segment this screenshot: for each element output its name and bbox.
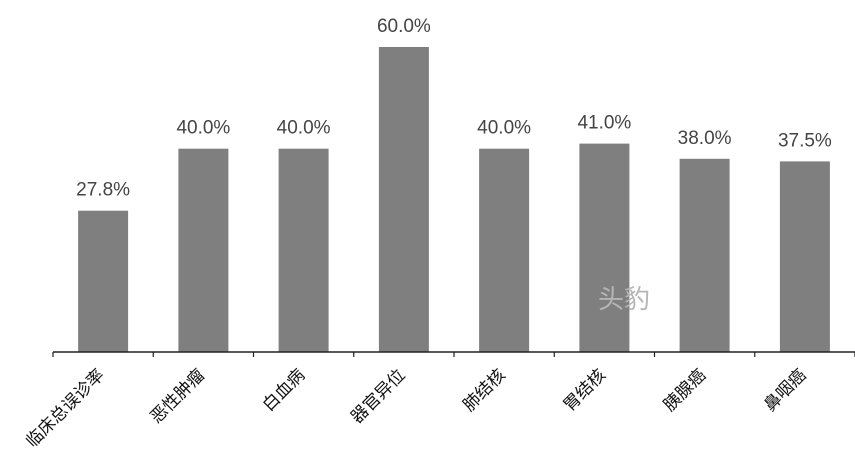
category-label: 白血病 [259, 365, 309, 415]
data-label: 37.5% [778, 130, 832, 151]
data-label: 60.0% [377, 16, 431, 37]
bar [178, 148, 229, 352]
category-label: 器官异位 [347, 365, 409, 427]
category-label: 肺结核 [459, 365, 509, 415]
data-label: 38.0% [678, 128, 732, 149]
value-labels-group: 27.8% 40.0% 40.0% 60.0% 40.0% 41.0% 38.0% 37.5% [76, 16, 832, 201]
category-label: 临床总误诊率 [22, 365, 108, 451]
data-label: 40.0% [176, 118, 230, 139]
bar [679, 158, 730, 352]
data-label: 27.8% [76, 180, 130, 201]
category-label: 恶性肿瘤 [147, 365, 209, 427]
category-label: 鼻咽癌 [760, 365, 810, 415]
bar [278, 148, 329, 352]
category-label: 胰腺癌 [660, 365, 710, 415]
bars-group [78, 47, 830, 352]
data-label: 41.0% [577, 113, 631, 134]
data-label: 40.0% [477, 118, 531, 139]
watermark: 头豹 [598, 285, 650, 315]
category-labels-group: 临床总误诊率 恶性肿瘤 白血病 器官异位 肺结核 胃结核 胰腺癌 鼻咽癌 [22, 365, 810, 451]
category-label: 胃结核 [560, 365, 610, 415]
bar [579, 143, 630, 352]
bar [479, 148, 530, 352]
bar [378, 47, 429, 352]
data-label: 40.0% [277, 118, 331, 139]
bar [78, 210, 129, 352]
bar [779, 161, 830, 352]
x-axis-ticks-group [52, 352, 855, 357]
